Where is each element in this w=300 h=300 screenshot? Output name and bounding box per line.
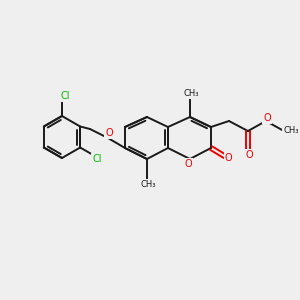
- Text: O: O: [105, 128, 113, 138]
- Text: CH₃: CH₃: [283, 125, 299, 134]
- Text: O: O: [263, 113, 271, 123]
- Text: O: O: [225, 153, 232, 163]
- Text: O: O: [245, 150, 253, 160]
- Text: CH₃: CH₃: [140, 181, 156, 190]
- Text: Cl: Cl: [60, 91, 70, 101]
- Text: O: O: [184, 159, 192, 169]
- Text: CH₃: CH₃: [183, 88, 199, 98]
- Text: Cl: Cl: [92, 154, 102, 164]
